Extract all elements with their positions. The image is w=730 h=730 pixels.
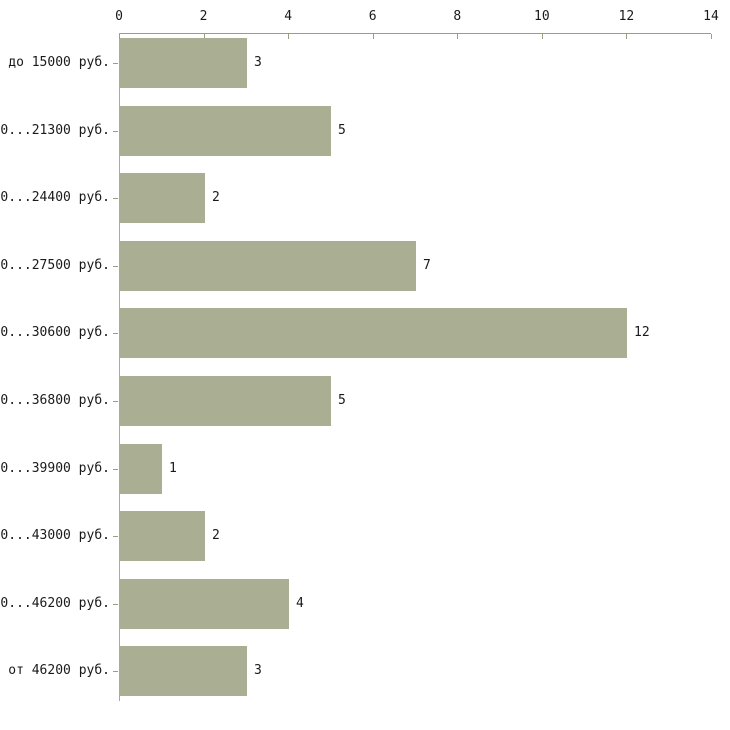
x-axis-tick-label: 10 bbox=[534, 9, 550, 24]
bar[interactable] bbox=[120, 106, 331, 156]
y-axis-tick-mark bbox=[113, 63, 118, 64]
x-axis-tick-mark bbox=[372, 34, 374, 39]
y-axis-tick-mark bbox=[113, 198, 118, 199]
y-axis-tick-mark bbox=[113, 131, 118, 132]
bar[interactable] bbox=[120, 308, 627, 358]
x-axis-tick-mark bbox=[203, 34, 205, 39]
bar[interactable] bbox=[120, 173, 205, 223]
bar-value-label: 2 bbox=[212, 190, 220, 205]
bar-value-label: 3 bbox=[254, 55, 262, 70]
y-axis-category-label: 39900...43000 руб. bbox=[0, 528, 110, 544]
x-axis-tick-label: 2 bbox=[199, 9, 208, 24]
bar-value-label: 4 bbox=[296, 596, 304, 611]
x-axis-tick-label: 6 bbox=[368, 9, 377, 24]
x-axis-line bbox=[119, 33, 711, 34]
bar[interactable] bbox=[120, 444, 162, 494]
y-axis-tick-mark bbox=[113, 469, 118, 470]
y-axis-category-label: 18200...21300 руб. bbox=[0, 122, 110, 138]
x-axis-tick-label: 8 bbox=[453, 9, 462, 24]
y-axis-category-label: 33700...36800 руб. bbox=[0, 393, 110, 408]
y-axis-tick-mark bbox=[113, 266, 118, 267]
y-axis-category-label: 21300...24400 руб. bbox=[0, 190, 110, 206]
bar-value-label: 5 bbox=[338, 393, 346, 408]
y-axis-category-label: до 15000 руб. bbox=[8, 55, 110, 70]
bar-value-label: 2 bbox=[212, 528, 220, 543]
bar-value-label: 3 bbox=[254, 663, 262, 678]
y-axis-line bbox=[119, 33, 120, 701]
x-axis-tick-label: 0 bbox=[115, 9, 123, 24]
y-axis-tick-mark bbox=[113, 604, 118, 605]
x-axis-tick-label: 4 bbox=[284, 9, 293, 24]
y-axis-category-label: 36800...39900 руб. bbox=[0, 460, 110, 476]
y-axis-tick-mark bbox=[113, 536, 118, 537]
y-axis-category-label: 27500...30600 руб. bbox=[0, 325, 110, 341]
bar-value-label: 1 bbox=[169, 461, 177, 476]
x-axis-tick-mark bbox=[626, 34, 628, 39]
x-axis-tick-label: 14 bbox=[703, 9, 719, 24]
x-axis-tick-mark bbox=[457, 34, 459, 39]
bar[interactable] bbox=[120, 511, 205, 561]
bar[interactable] bbox=[120, 241, 416, 291]
bar[interactable] bbox=[120, 579, 289, 629]
bar[interactable] bbox=[120, 376, 331, 426]
x-axis-tick-mark bbox=[541, 34, 543, 39]
x-axis-tick-mark bbox=[288, 34, 290, 39]
x-axis-tick-mark bbox=[119, 34, 120, 39]
y-axis-tick-mark bbox=[113, 671, 118, 672]
bar-value-label: 7 bbox=[423, 258, 431, 273]
bar[interactable] bbox=[120, 38, 247, 88]
bar[interactable] bbox=[120, 646, 247, 696]
y-axis-category-label: 43000...46200 руб. bbox=[0, 595, 110, 611]
x-axis-tick-label: 12 bbox=[618, 9, 635, 24]
y-axis-category-label: 24400...27500 руб. bbox=[0, 257, 110, 273]
bar-value-label: 5 bbox=[338, 123, 346, 138]
y-axis-category-label: от 46200 руб. bbox=[8, 663, 110, 679]
y-axis-tick-mark bbox=[113, 401, 118, 402]
bar-value-label: 12 bbox=[634, 325, 650, 340]
y-axis-tick-mark bbox=[113, 333, 118, 334]
x-axis-tick-mark bbox=[711, 34, 712, 39]
